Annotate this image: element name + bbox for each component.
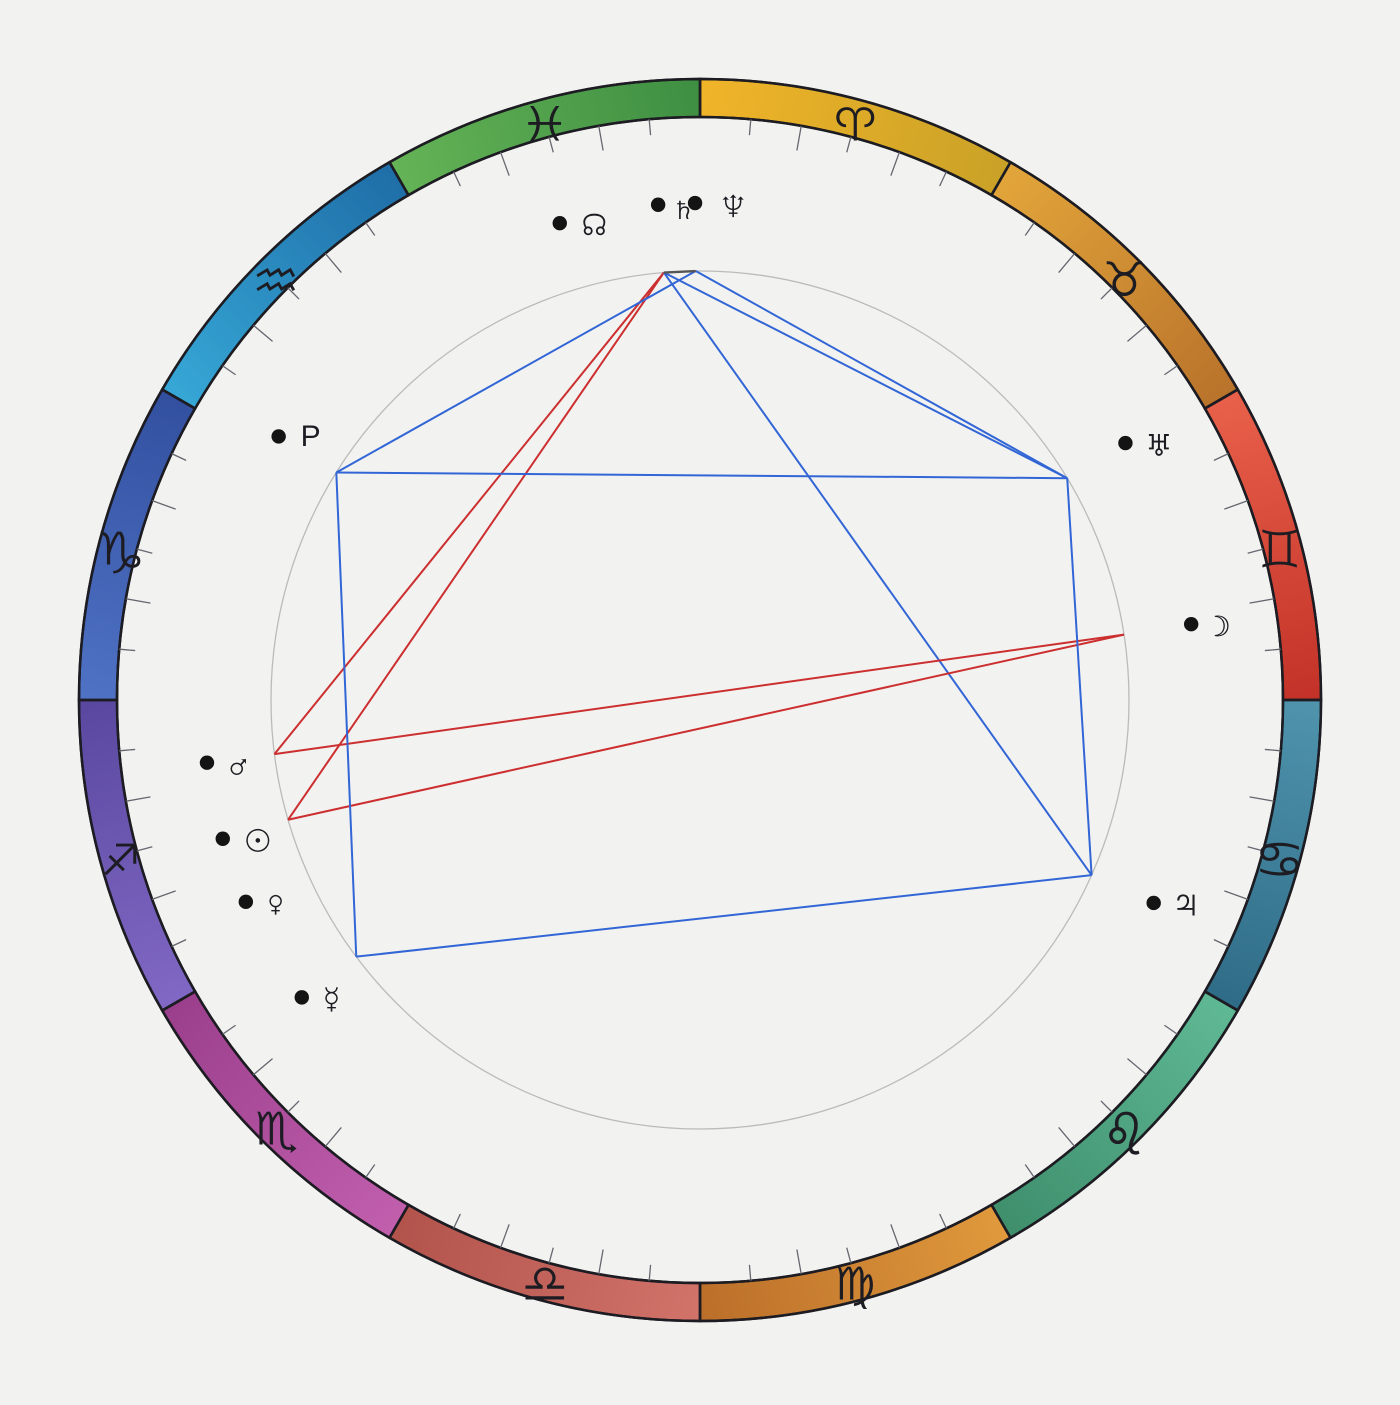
svg-text:♃: ♃ <box>1176 872 1196 933</box>
svg-text:♎: ♎ <box>523 1233 566 1327</box>
svg-text:♌: ♌ <box>1107 1077 1142 1171</box>
svg-text:☉: ☉ <box>245 808 271 869</box>
svg-text:☽: ☽ <box>1213 594 1230 655</box>
svg-text:♅: ♅ <box>1147 413 1170 474</box>
svg-text:♈: ♈ <box>834 73 877 167</box>
svg-text:♍: ♍ <box>835 1233 875 1327</box>
svg-text:♑: ♑ <box>98 498 142 592</box>
svg-text:♉: ♉ <box>1104 229 1144 323</box>
svg-text:♐: ♐ <box>102 808 138 902</box>
svg-text:♂: ♂ <box>229 732 248 793</box>
svg-text:P: P <box>301 420 321 453</box>
svg-text:♋: ♋ <box>1258 808 1301 902</box>
svg-text:♀: ♀ <box>268 871 284 932</box>
svg-text:♓: ♓ <box>526 73 564 167</box>
svg-text:☿: ☿ <box>324 967 340 1028</box>
svg-text:♏: ♏ <box>255 1077 297 1171</box>
svg-text:☊: ☊ <box>582 193 607 254</box>
svg-text:♊: ♊ <box>1260 498 1299 592</box>
svg-text:♆: ♆ <box>721 173 745 234</box>
svg-text:♒: ♒ <box>254 229 297 323</box>
svg-text:♄: ♄ <box>676 183 690 233</box>
